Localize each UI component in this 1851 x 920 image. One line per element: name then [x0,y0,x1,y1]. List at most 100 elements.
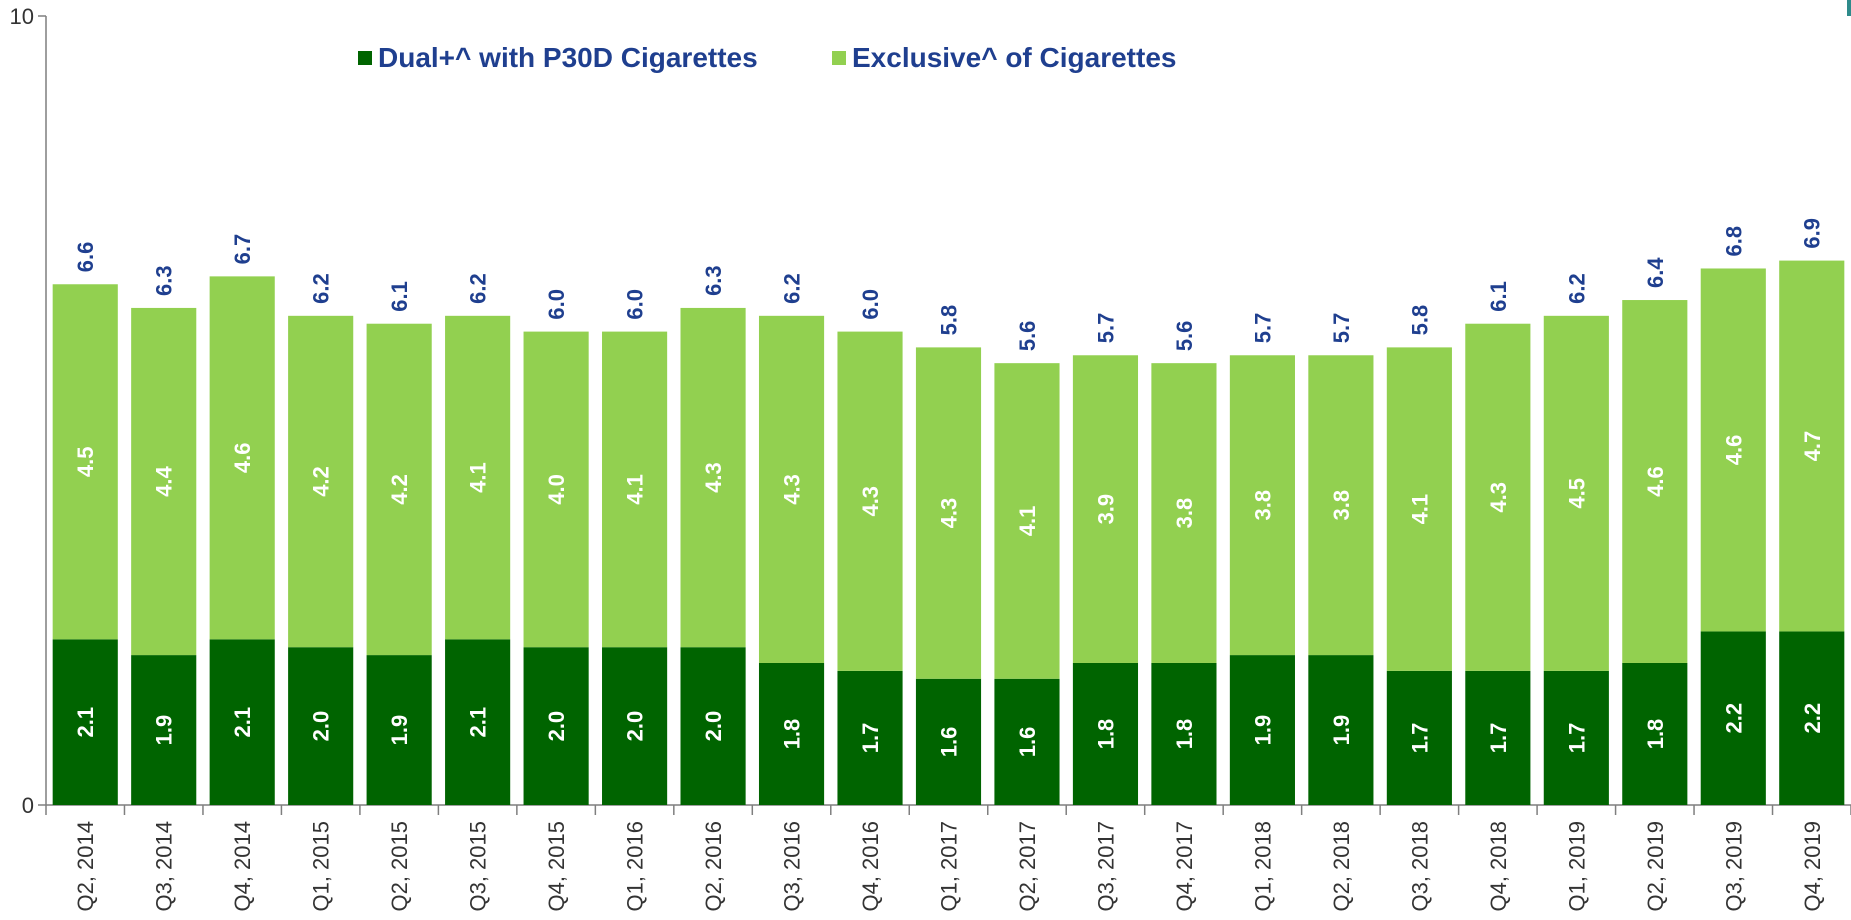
data-label-dual: 1.8 [1172,719,1197,750]
bar-exclusive [366,323,432,656]
x-tick-label: Q4, 2017 [1172,821,1197,912]
data-label-exclusive: 4.3 [780,474,805,505]
bar-dual [1543,670,1609,805]
bar-dual [1072,662,1139,805]
data-label-dual: 2.1 [230,707,255,738]
data-label-dual: 1.7 [858,723,883,754]
x-tick-label: Q2, 2016 [701,821,726,912]
bar-exclusive [1543,315,1609,671]
data-label-dual: 2.0 [309,711,334,742]
data-label-total: 5.7 [1093,313,1118,344]
bar-exclusive [837,331,903,671]
data-label-total: 6.6 [73,242,98,273]
data-label-dual: 2.0 [544,711,569,742]
bar-dual [1465,670,1531,805]
bar-dual [52,639,118,805]
bar-dual [994,678,1060,805]
bar-exclusive [1229,355,1295,656]
bar-dual [1308,655,1374,805]
data-label-dual: 1.9 [1250,715,1275,746]
data-label-total: 6.0 [858,289,883,320]
x-tick-label: Q3, 2015 [466,821,491,912]
data-label-exclusive: 4.1 [1407,494,1432,525]
x-tick-label: Q4, 2019 [1800,821,1825,912]
data-label-total: 5.6 [1015,321,1040,352]
data-label-exclusive: 4.6 [1643,466,1668,497]
bar-dual [837,670,903,805]
data-label-exclusive: 4.3 [937,498,962,529]
bar-exclusive [1151,363,1217,663]
data-label-exclusive: 4.3 [701,462,726,493]
data-label-dual: 1.7 [1407,723,1432,754]
bar-dual [1229,655,1295,805]
x-tick-label: Q1, 2018 [1250,821,1275,912]
bar-dual [680,647,746,805]
bar-exclusive [1622,300,1688,663]
bar-exclusive [445,315,511,640]
bar-exclusive [680,307,746,648]
x-tick-label: Q4, 2018 [1486,821,1511,912]
data-label-exclusive: 3.8 [1329,490,1354,521]
legend-item-dual: Dual+^ with P30D Cigarettes [358,42,758,74]
data-label-total: 6.2 [780,273,805,304]
bar-dual [131,655,197,805]
data-label-exclusive: 4.3 [858,486,883,517]
y-tick-label: 10 [10,4,34,29]
data-label-total: 6.7 [230,234,255,265]
data-label-dual: 2.1 [466,707,491,738]
data-label-total: 5.7 [1329,313,1354,344]
bar-dual [209,639,275,805]
bar-dual [1622,662,1688,805]
data-label-dual: 2.2 [1800,703,1825,734]
corner-decoration [1847,0,1851,16]
bar-dual [366,655,432,805]
data-label-dual: 2.0 [701,711,726,742]
x-tick-label: Q2, 2014 [73,821,98,912]
bar-exclusive [1072,355,1139,663]
data-label-total: 5.8 [1407,305,1432,336]
bar-exclusive [523,331,589,648]
data-label-dual: 1.7 [1564,723,1589,754]
data-label-total: 6.0 [623,289,648,320]
x-tick-label: Q1, 2017 [937,821,962,912]
data-label-total: 5.7 [1250,313,1275,344]
legend-label-dual: Dual+^ with P30D Cigarettes [378,42,758,73]
bar-dual [915,678,982,805]
data-label-exclusive: 4.1 [466,462,491,493]
data-label-dual: 1.7 [1486,723,1511,754]
data-label-dual: 1.8 [1093,719,1118,750]
data-label-exclusive: 3.9 [1093,494,1118,525]
bar-exclusive [758,315,825,663]
data-label-total: 6.2 [466,273,491,304]
data-label-exclusive: 3.8 [1172,498,1197,529]
data-label-dual: 1.8 [1643,719,1668,750]
data-label-exclusive: 4.2 [387,474,412,505]
data-label-exclusive: 4.6 [1721,435,1746,466]
data-label-dual: 1.9 [387,715,412,746]
x-tick-label: Q2, 2017 [1015,821,1040,912]
data-label-exclusive: 4.7 [1800,431,1825,462]
data-label-exclusive: 4.1 [1015,506,1040,537]
data-label-dual: 1.6 [1015,727,1040,758]
data-label-dual: 2.1 [73,707,98,738]
bar-dual [1151,662,1217,805]
legend-swatch-exclusive [832,51,846,65]
bar-exclusive [994,363,1060,679]
data-label-total: 6.1 [387,281,412,312]
data-label-total: 6.8 [1721,226,1746,257]
bar-dual [288,647,354,805]
bar-dual [445,639,511,805]
data-label-exclusive: 4.5 [1564,478,1589,509]
data-label-dual: 1.9 [1329,715,1354,746]
x-tick-label: Q4, 2016 [858,821,883,912]
bar-dual [523,647,589,805]
bar-dual [602,647,668,805]
data-label-total: 5.8 [937,305,962,336]
data-label-total: 6.4 [1643,257,1668,288]
bar-dual [1700,631,1766,805]
data-label-dual: 1.6 [937,727,962,758]
x-tick-label: Q4, 2015 [544,821,569,912]
x-tick-label: Q2, 2018 [1329,821,1354,912]
data-label-exclusive: 3.8 [1250,490,1275,521]
